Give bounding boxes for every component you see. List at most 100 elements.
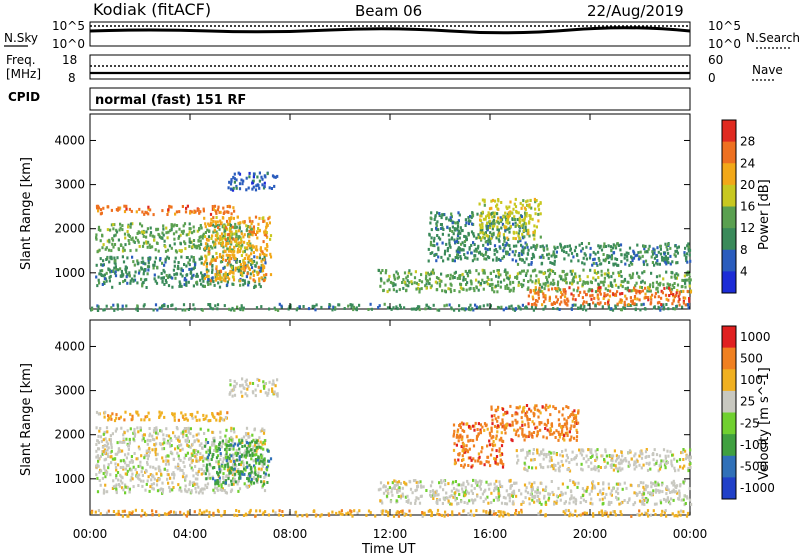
power-cell — [464, 307, 467, 311]
velocity-cell — [99, 454, 102, 458]
power-cell — [491, 282, 494, 286]
power-cell — [202, 262, 205, 266]
power-cell — [229, 223, 233, 227]
velocity-cell — [150, 478, 153, 482]
velocity-cell — [185, 514, 188, 518]
power-cell — [488, 256, 491, 260]
velocity-cell — [677, 497, 680, 501]
velocity-cell — [102, 438, 105, 442]
velocity-cell — [400, 510, 403, 513]
power-cell — [541, 290, 544, 294]
power-cell — [396, 307, 399, 311]
power-cell — [517, 280, 520, 284]
velocity-cell — [571, 513, 574, 517]
power-cell — [218, 285, 222, 289]
power-cell — [161, 209, 164, 213]
power-cell — [552, 270, 555, 273]
power-cell — [555, 295, 558, 299]
power-cell — [235, 242, 238, 246]
velocity-cell — [509, 485, 512, 488]
power-cell — [215, 230, 218, 234]
velocity-cell — [266, 466, 269, 470]
power-cell — [485, 250, 488, 254]
power-cell — [448, 238, 451, 242]
velocity-cell — [100, 469, 103, 473]
power-cell — [554, 287, 557, 290]
power-cell — [414, 270, 417, 274]
power-cell — [160, 272, 163, 275]
velocity-cell — [482, 509, 485, 513]
velocity-cell — [428, 508, 432, 512]
velocity-cell — [237, 467, 240, 471]
power-cell — [496, 227, 499, 231]
power-cell — [635, 291, 638, 295]
power-cell — [471, 213, 475, 217]
velocity-cell — [118, 417, 121, 421]
velocity-cell — [192, 481, 195, 485]
power-cell — [666, 282, 669, 286]
velocity-cell — [95, 410, 99, 414]
power-cell — [453, 227, 456, 231]
velocity-cell — [184, 476, 187, 480]
power-cell — [197, 239, 200, 243]
velocity-cell — [195, 482, 198, 486]
power-cell — [425, 274, 428, 278]
power-cell — [232, 175, 235, 179]
power-cell — [142, 260, 145, 264]
power-cell — [217, 281, 220, 285]
power-cell — [182, 229, 185, 233]
power-cell — [561, 269, 564, 273]
power-cell — [524, 306, 527, 310]
velocity-cell — [610, 501, 613, 504]
velocity-cell — [652, 482, 655, 486]
velocity-cell — [110, 449, 113, 453]
power-cell — [497, 306, 501, 310]
power-cell — [129, 222, 133, 226]
power-cell — [246, 242, 249, 245]
velocity-cell — [272, 379, 275, 383]
power-cell — [209, 279, 212, 283]
velocity-cell — [146, 438, 149, 442]
power-cell — [241, 182, 244, 186]
power-cell — [230, 232, 233, 236]
power-cell — [108, 238, 111, 242]
power-cell — [571, 282, 574, 286]
velocity-cell — [239, 441, 242, 445]
power-cell — [377, 269, 381, 272]
velocity-cell — [511, 494, 514, 498]
power-cell — [108, 260, 111, 264]
power-cell — [450, 215, 453, 219]
power-cell — [482, 235, 485, 239]
power-cell — [659, 308, 662, 312]
power-cell — [615, 258, 619, 261]
power-cell — [126, 230, 129, 233]
power-cell — [612, 271, 615, 275]
velocity-cell — [629, 483, 632, 487]
power-cell — [217, 226, 220, 229]
power-cell — [556, 307, 559, 311]
power-cell — [564, 279, 567, 283]
power-cell — [539, 212, 542, 216]
power-cell — [487, 225, 490, 228]
power-cell — [136, 238, 139, 242]
velocity-cell — [466, 479, 469, 483]
power-cell — [482, 271, 485, 275]
power-cell — [226, 242, 230, 245]
power-cell — [588, 256, 592, 260]
power-cell — [207, 283, 210, 286]
velocity-cell — [155, 428, 158, 432]
velocity-cell — [143, 454, 146, 458]
velocity-cell — [221, 488, 224, 492]
velocity-cell — [114, 466, 118, 469]
velocity-cell — [672, 498, 675, 502]
power-cell — [199, 278, 202, 282]
power-cell — [444, 249, 447, 253]
power-cell — [253, 255, 256, 259]
velocity-cell — [191, 468, 194, 472]
power-cell — [508, 230, 511, 234]
power-cell — [523, 206, 526, 210]
power-cell — [456, 224, 460, 228]
velocity-cell — [131, 414, 134, 418]
velocity-cell — [473, 486, 476, 490]
